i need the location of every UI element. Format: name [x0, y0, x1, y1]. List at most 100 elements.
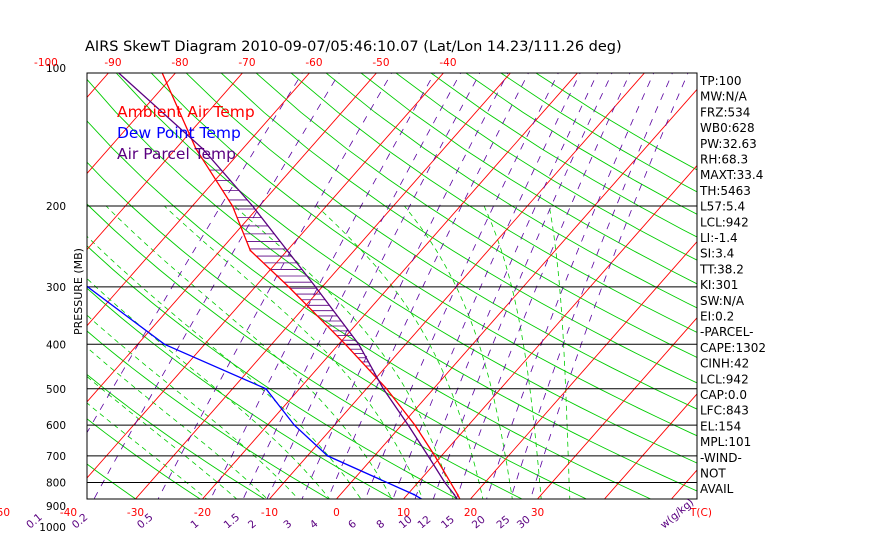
series-point-0-9	[231, 205, 234, 207]
moist-adiabats	[87, 205, 571, 499]
dry-adiabat--30	[0, 68, 125, 537]
pressure-tick-800: 800	[46, 477, 66, 489]
index-entry: TP:100	[699, 74, 742, 88]
dry-adiabat-50	[87, 161, 588, 499]
mixing-line-1.5	[242, 73, 462, 499]
mixing-ratio-tick-3: 3	[282, 518, 295, 531]
isotherm--50	[87, 73, 378, 403]
dry-adiabat-30	[87, 245, 459, 499]
index-entry: FRZ:534	[700, 105, 750, 119]
pressure-tick-100: 100	[46, 63, 66, 75]
dry-adiabat-120	[255, 73, 697, 358]
top-temp-tick--50: -50	[372, 57, 389, 69]
bottom-temp-tick--50: -50	[0, 507, 10, 519]
index-entry: RH:68.3	[700, 153, 748, 167]
isotherm-20	[469, 240, 697, 499]
pressure-tick-300: 300	[46, 282, 66, 294]
bottom-temp-tick--10: -10	[261, 507, 278, 519]
mixing-ratio-tick-2: 2	[246, 518, 259, 531]
mixing-line-1	[210, 73, 435, 499]
dry-adiabat-60	[87, 120, 652, 499]
mixing-line-10	[414, 73, 598, 499]
series-point-2-3	[453, 493, 456, 496]
pressure-tick-600: 600	[46, 420, 66, 432]
series-point-1-9	[37, 205, 39, 207]
mixing-line-4	[327, 73, 529, 499]
index-entry: WB0:628	[700, 121, 755, 135]
isotherm--70	[87, 73, 244, 251]
moist-adiabat--8	[87, 402, 208, 499]
moist-adiabat-32	[404, 205, 513, 499]
series-point-2-4	[443, 481, 446, 484]
dry-adiabat-130	[290, 73, 697, 333]
series-point-0-4	[414, 424, 416, 427]
mixing-line-15	[455, 73, 631, 499]
plot-area	[0, 68, 697, 537]
mixing-ratio-tick-12: 12	[416, 514, 434, 532]
mixing-ratio-lines	[87, 73, 689, 499]
series-point-0-8	[249, 249, 252, 252]
series-point-0-7	[287, 285, 290, 288]
mixing-line-20	[486, 73, 655, 499]
mixing-ratio-tick-4: 4	[308, 518, 321, 532]
mixing-line-30	[530, 73, 689, 499]
moist-adiabat-8	[87, 278, 331, 499]
index-entry: EI:0.2	[700, 310, 734, 324]
index-entry: CINH:42	[700, 357, 749, 371]
index-entry: MW:N/A	[700, 90, 748, 104]
dry-adiabat-20	[87, 287, 395, 499]
series-point-1-10	[41, 148, 43, 150]
pressure-tick-1000: 1000	[39, 522, 66, 534]
moist-adiabat-12	[87, 235, 362, 499]
dry-adiabat-140	[325, 73, 697, 309]
pressure-tick-500: 500	[46, 384, 66, 396]
moist-adiabat-20	[164, 205, 424, 499]
series-line-dew-point-temp	[87, 285, 423, 499]
dry-adiabat-160	[395, 73, 697, 261]
legend: Ambient Air Temp Dew Point Temp Air Parcel…	[117, 103, 255, 163]
mixing-ratio-tick-labels: 0.1 0.2 0.5 1 1.5 2 3 4 6 8 10 12 15 20 25 30 w(g/kg)	[24, 497, 696, 532]
isotherm--30	[134, 73, 512, 499]
legend-entry-ambient-air-temp: Ambient Air Temp	[117, 103, 255, 121]
isotherm-40	[603, 393, 697, 499]
moist-adiabat-36	[483, 205, 542, 499]
isotherm--100	[0, 68, 46, 537]
top-temp-tick--40: -40	[439, 57, 456, 69]
series-point-2-6	[407, 424, 410, 427]
series-line-ambient-air-temp	[161, 73, 461, 499]
dry-adiabat-90	[150, 73, 697, 437]
bottom-temp-tick--20: -20	[194, 507, 211, 519]
index-entry: SI:3.4	[700, 247, 734, 261]
index-entry: -WIND-	[700, 451, 742, 465]
mixing-line-0.1	[87, 73, 303, 434]
dry-adiabat--40	[0, 68, 57, 537]
mixing-ratio-tick-1: 1	[189, 518, 202, 531]
top-temp-tick--80: -80	[171, 57, 188, 69]
series-point-2-9	[314, 285, 317, 288]
bottom-temp-tick--30: -30	[127, 507, 144, 519]
isotherm--40	[87, 73, 445, 479]
dry-adiabat-200	[535, 73, 697, 171]
index-entry: KI:301	[700, 278, 738, 292]
series-point-2-10	[286, 249, 289, 252]
pressure-tick-labels: 100 200 300 400 500 600 700 800 900 1000	[39, 63, 66, 534]
series-point-0-6	[344, 343, 347, 346]
series-point-2-8	[357, 343, 360, 346]
legend-entry-dew-point-temp: Dew Point Temp	[117, 124, 241, 142]
mixing-line-6	[364, 73, 559, 499]
series-point-2-12	[201, 147, 204, 150]
y-axis-label: PRESSURE (MB)	[72, 248, 85, 335]
series-point-2-7	[382, 387, 385, 390]
dry-adiabat-100	[185, 73, 697, 410]
top-temp-tick--70: -70	[238, 57, 255, 69]
index-entry: LCL:942	[700, 215, 749, 229]
series-point-0-5	[385, 387, 388, 390]
index-entry: TT:38.2	[699, 262, 744, 276]
top-temp-tick--100: -100	[34, 57, 58, 69]
index-entry: LFC:843	[700, 404, 749, 418]
series-point-1-2	[413, 493, 415, 496]
index-entry: EL:154	[700, 419, 741, 433]
series-point-1-3	[326, 454, 329, 457]
index-entry: CAPE:1302	[700, 341, 766, 355]
